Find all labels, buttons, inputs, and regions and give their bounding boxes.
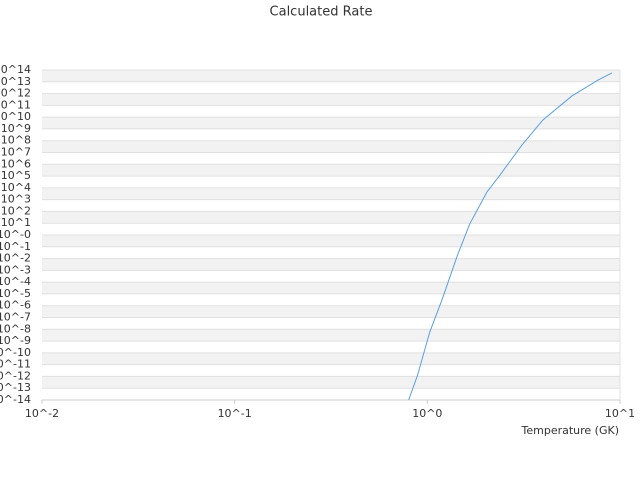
grid-band (42, 140, 620, 153)
y-tick-label: 10^3 (1, 193, 31, 206)
y-tick-label: 10^7 (1, 146, 31, 159)
y-tick-label: 10^14 (0, 63, 31, 76)
x-tick-label: 10^-2 (25, 407, 59, 420)
y-tick-label: 10^-9 (0, 334, 31, 347)
y-tick-label: 10^-14 (0, 393, 31, 406)
y-tick-label: 10^5 (1, 169, 31, 182)
y-tick-label: 10^-12 (0, 369, 31, 382)
grid-band (42, 211, 620, 224)
grid-band (42, 70, 620, 82)
y-tick-label: 10^12 (0, 87, 31, 100)
y-tick-label: 10^-0 (0, 228, 31, 241)
x-tick-label: 10^1 (605, 407, 635, 420)
y-tick-label: 10^-10 (0, 346, 31, 359)
grid-band (42, 352, 620, 365)
grid-band (42, 93, 620, 106)
x-axis-label: Temperature (GK) (521, 424, 620, 437)
y-tick-label: 10^-7 (0, 311, 31, 324)
y-tick-label: 10^-3 (0, 263, 31, 276)
y-tick-label: 10^1 (1, 216, 31, 229)
y-tick-label: 10^13 (0, 75, 31, 88)
grid-band (42, 235, 620, 247)
chart-title: Calculated Rate (270, 5, 373, 20)
grid-band (42, 258, 620, 271)
line (408, 72, 613, 401)
grid-band (42, 187, 620, 200)
y-tick-label: 10^-2 (0, 252, 31, 265)
y-tick-label: 10^9 (1, 122, 31, 135)
x-tick-label: 10^0 (412, 407, 442, 420)
y-tick-label: 10^-11 (0, 358, 31, 371)
y-tick-label: 10^-5 (0, 287, 31, 300)
y-tick-label: 10^2 (1, 204, 31, 217)
y-tick-label: 10^10 (0, 110, 31, 123)
grid-band (42, 329, 620, 342)
grid-band (42, 164, 620, 177)
grid-band (42, 305, 620, 318)
y-tick-label: 10^11 (0, 98, 31, 111)
y-tick-label: 10^-13 (0, 381, 31, 394)
y-tick-label: 10^-8 (0, 322, 31, 335)
x-tick-label: 10^-1 (218, 407, 252, 420)
grid-band (42, 282, 620, 294)
y-tick-label: 10^6 (1, 157, 31, 170)
y-tick-label: 10^8 (1, 134, 31, 147)
grid-band (42, 376, 620, 389)
y-tick-label: 10^-4 (0, 275, 31, 288)
y-tick-label: 10^-6 (0, 299, 31, 312)
y-tick-label: 10^4 (1, 181, 31, 194)
grid-band (42, 117, 620, 129)
y-tick-label: 10^-1 (0, 240, 31, 253)
